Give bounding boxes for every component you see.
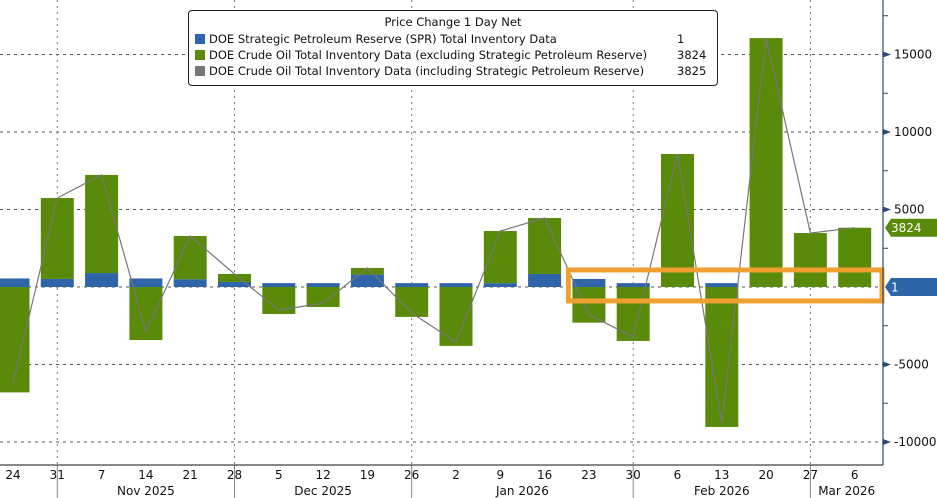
y-tick-arrow-icon [883, 206, 891, 213]
highlight-rect [565, 267, 885, 304]
y-tick-label: 5000 [894, 203, 925, 217]
legend-value-crude-excl: 3824 [677, 48, 707, 62]
value-tag [885, 277, 937, 296]
y-tick-label: -10000 [894, 435, 937, 449]
bar-spr [528, 273, 562, 287]
bar-spr [0, 278, 30, 287]
x-tick-label: 13 [714, 468, 729, 482]
x-tick-label: 14 [138, 468, 153, 482]
bar-spr [705, 283, 739, 287]
bar-crude-excl [173, 236, 207, 280]
bar-spr [306, 283, 340, 287]
bar-spr [218, 282, 251, 287]
x-tick-label: 16 [537, 468, 552, 482]
x-month-label: Jan 2026 [495, 484, 549, 498]
legend-label-spr: DOE Strategic Petroleum Reserve (SPR) To… [209, 32, 557, 46]
highlight-box [565, 267, 885, 304]
bar-crude-excl [439, 287, 473, 346]
y-tick-label: 10000 [894, 125, 932, 139]
x-month-label: Dec 2025 [294, 484, 352, 498]
bar-crude-excl [40, 198, 74, 279]
x-tick-label: 26 [404, 468, 419, 482]
x-tick-label: 6 [674, 468, 682, 482]
bar-crude-excl [528, 218, 562, 274]
bar-crude-excl [705, 287, 739, 427]
legend-label-crude-excl: DOE Crude Oil Total Inventory Data (excl… [209, 48, 648, 62]
bar-spr [85, 273, 119, 287]
bar-spr [262, 283, 296, 287]
x-tick-label: 21 [183, 468, 198, 482]
x-month-label: Mar 2026 [818, 484, 875, 498]
bar-crude-excl [572, 287, 606, 323]
x-axis: 24 31 7 14 21 28 5 12 19 26 2 9 16 23 30 6 13 20 27 6 Nov 20… [0, 464, 883, 498]
bar-crude-excl [838, 227, 872, 287]
y-tick-arrow-icon [883, 129, 891, 135]
value-tag-label: 1 [891, 280, 899, 294]
x-tick-label: 6 [851, 468, 859, 482]
bar-spr [40, 278, 74, 287]
x-tick-label: 2 [452, 468, 460, 482]
bar-spr [572, 278, 606, 287]
legend-item-crude-excl: DOE Crude Oil Total Inventory Data (excl… [195, 47, 711, 63]
y-axis: 15000 10000 5000 -5000 -10000 [882, 0, 937, 465]
bar-crude-excl [616, 287, 650, 341]
x-tick-label: 23 [581, 468, 596, 482]
bar-crude-excl [218, 273, 251, 283]
bar-crude-excl [306, 287, 340, 307]
legend-item-crude-incl: DOE Crude Oil Total Inventory Data (incl… [195, 63, 711, 79]
y-tick-arrow-icon [883, 361, 891, 368]
legend-value-spr: 1 [677, 32, 685, 46]
bar-spr [129, 278, 163, 287]
x-tick-label: 31 [50, 468, 65, 482]
bar-crude-excl [85, 174, 119, 274]
x-tick-label: 12 [315, 468, 330, 482]
bar-crude-excl [749, 38, 783, 287]
legend-value-crude-incl: 3825 [677, 64, 707, 78]
bar-series [0, 38, 872, 427]
bar-spr [173, 279, 207, 287]
legend: Price Change 1 Day Net DOE Strategic Pet… [188, 10, 718, 86]
legend-swatch-crude-excl [195, 50, 205, 60]
x-tick-label: 9 [496, 468, 504, 482]
legend-swatch-spr [195, 34, 205, 44]
legend-item-spr: DOE Strategic Petroleum Reserve (SPR) To… [195, 31, 711, 47]
x-tick-label: 19 [360, 468, 375, 482]
bar-crude-excl [483, 231, 517, 284]
bar-spr [439, 283, 473, 287]
y-tick-label: 15000 [894, 48, 932, 62]
bar-crude-excl [793, 233, 827, 287]
y-tick-arrow-icon [883, 439, 891, 445]
x-tick-label: 27 [803, 468, 818, 482]
legend-label-crude-incl: DOE Crude Oil Total Inventory Data (incl… [209, 64, 645, 78]
legend-title: Price Change 1 Day Net [384, 15, 522, 29]
x-tick-label: 30 [626, 468, 641, 482]
y-tick-arrow-icon [883, 51, 891, 58]
legend-swatch-crude-incl [195, 66, 205, 76]
x-tick-label: 24 [5, 468, 20, 482]
value-tag-label: 3824 [891, 221, 922, 235]
bar-spr [483, 283, 517, 287]
x-tick-label: 20 [758, 468, 773, 482]
bar-spr [350, 274, 384, 287]
x-tick-label: 28 [227, 468, 242, 482]
value-tag [885, 218, 937, 237]
x-tick-label: 5 [275, 468, 283, 482]
line-series [12, 37, 855, 424]
line-crude-incl [12, 37, 855, 424]
x-tick-label: 7 [98, 468, 106, 482]
bar-spr [395, 283, 429, 287]
y-tick-label: -5000 [894, 358, 929, 372]
last-value-tags: 3824 1 [885, 218, 937, 296]
x-month-label: Feb 2026 [694, 484, 750, 498]
bar-spr [616, 283, 650, 287]
bar-crude-excl [350, 267, 384, 275]
x-month-label: Nov 2025 [117, 484, 175, 498]
